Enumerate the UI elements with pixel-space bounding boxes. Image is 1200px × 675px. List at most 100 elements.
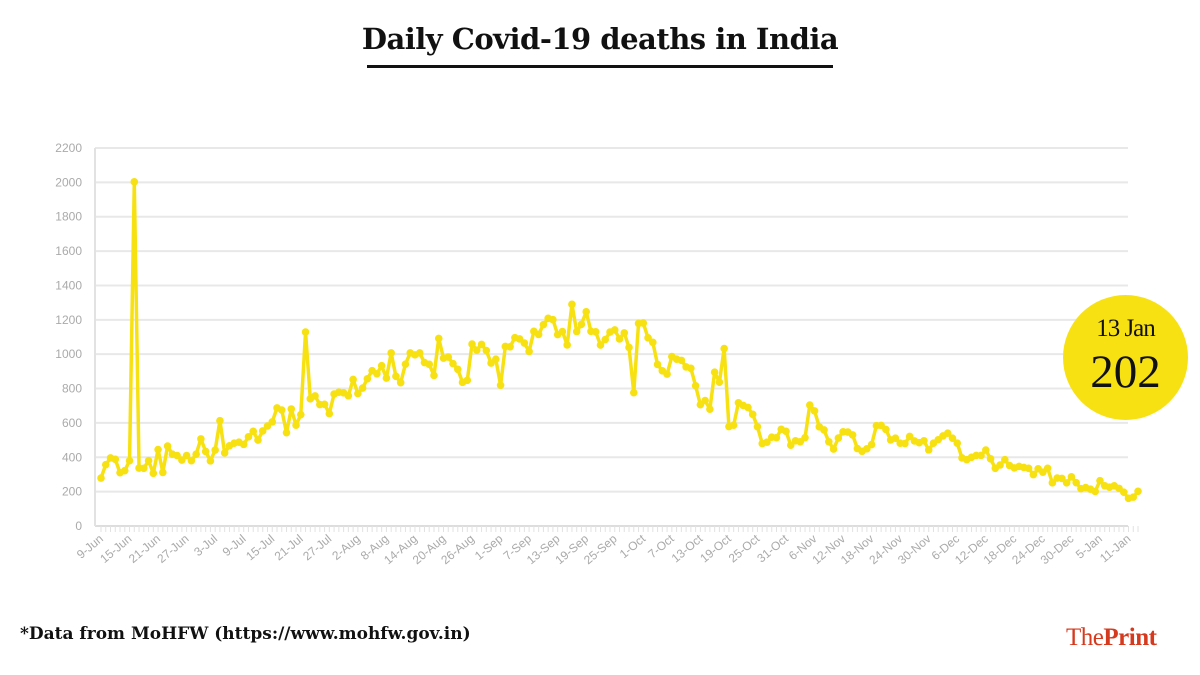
- y-tick-label: 200: [62, 485, 82, 499]
- data-point: [282, 428, 291, 437]
- data-point: [924, 446, 933, 454]
- data-point: [525, 347, 533, 356]
- data-point: [111, 455, 120, 464]
- x-tick-label: 15-Jun: [97, 532, 134, 566]
- y-tick-label: 1000: [55, 347, 82, 361]
- data-point: [582, 307, 591, 316]
- data-point: [206, 457, 215, 465]
- y-tick-label: 1200: [55, 313, 82, 327]
- data-point: [449, 359, 457, 368]
- data-point: [801, 433, 809, 442]
- x-tick-label: 27-Jun: [154, 532, 191, 566]
- data-point: [311, 392, 319, 400]
- data-point: [377, 361, 386, 370]
- data-point: [415, 349, 424, 357]
- data-point: [620, 329, 629, 337]
- data-point: [277, 406, 286, 414]
- data-point: [140, 464, 148, 473]
- data-point: [1024, 464, 1033, 473]
- data-point: [363, 374, 372, 383]
- x-tick-label: 21-Jul: [272, 532, 306, 564]
- data-point: [710, 368, 719, 377]
- data-point: [729, 421, 738, 429]
- data-point: [625, 343, 633, 352]
- data-point: [810, 407, 819, 415]
- x-tick-label: 1-Sep: [472, 531, 506, 563]
- data-point: [568, 300, 576, 309]
- data-point: [1048, 479, 1057, 487]
- x-tick-label: 21-Jun: [126, 532, 163, 566]
- logo-the: The: [1066, 624, 1104, 651]
- y-tick-label: 2200: [55, 141, 82, 155]
- data-point: [986, 455, 995, 463]
- data-point: [1072, 478, 1080, 487]
- data-point: [701, 396, 709, 405]
- data-point: [539, 320, 548, 329]
- data-point: [154, 445, 162, 454]
- data-point: [677, 356, 686, 365]
- logo-print: Print: [1103, 624, 1157, 651]
- data-point: [287, 405, 296, 413]
- data-point: [292, 421, 300, 429]
- data-point: [344, 391, 353, 400]
- chart-title: Daily Covid-19 deaths in India: [361, 22, 839, 56]
- data-point: [715, 378, 724, 386]
- x-tick-label: 26-Aug: [438, 532, 477, 568]
- data-point: [258, 427, 267, 435]
- data-point: [834, 434, 843, 442]
- data-point: [382, 374, 391, 382]
- data-point: [639, 319, 648, 327]
- data-point: [354, 389, 362, 398]
- data-point: [953, 439, 962, 447]
- x-tick-label: 31-Oct: [754, 531, 791, 565]
- data-point: [444, 353, 453, 361]
- data-point: [349, 375, 357, 384]
- data-point: [691, 381, 700, 390]
- data-point: [820, 426, 828, 434]
- data-point: [216, 416, 224, 425]
- y-tick-label: 1800: [55, 210, 82, 224]
- data-point: [434, 334, 443, 343]
- data-point: [786, 441, 795, 450]
- callout-value: 202: [1090, 346, 1161, 398]
- data-point: [687, 364, 695, 373]
- data-point: [396, 378, 405, 387]
- data-point: [1029, 470, 1038, 479]
- data-point: [453, 365, 462, 374]
- x-tick-label: 19-Oct: [697, 531, 734, 565]
- x-tick-label: 3-Jul: [191, 532, 220, 559]
- data-point: [748, 410, 757, 419]
- data-point: [401, 360, 410, 368]
- data-point: [197, 435, 205, 443]
- data-point: [825, 438, 833, 446]
- y-tick-label: 1600: [55, 244, 82, 258]
- data-point: [373, 369, 381, 378]
- x-tick-label: 25-Sep: [581, 531, 620, 567]
- x-tick-label: 11-Jan: [1097, 532, 1133, 566]
- data-point: [239, 440, 248, 449]
- data-point: [430, 371, 438, 380]
- y-tick-label: 600: [62, 416, 82, 430]
- x-tick-label: 15-Jul: [243, 532, 277, 564]
- x-tick-label: 25-Oct: [726, 531, 763, 565]
- data-point: [577, 320, 586, 329]
- data-point: [1058, 474, 1066, 483]
- data-point: [182, 451, 191, 460]
- y-tick-label: 0: [75, 519, 82, 533]
- data-point: [867, 440, 876, 449]
- data-point: [325, 409, 334, 418]
- latest-value-callout: 13 Jan 202: [1063, 295, 1188, 420]
- data-point: [996, 461, 1004, 469]
- data-point: [772, 433, 781, 442]
- data-point: [1129, 493, 1138, 501]
- data-point: [392, 372, 400, 381]
- data-point: [506, 342, 514, 351]
- data-point: [101, 460, 110, 469]
- y-tick-label: 400: [62, 450, 82, 464]
- data-point: [977, 451, 985, 460]
- data-point: [120, 466, 129, 475]
- data-point: [891, 434, 900, 443]
- data-point: [211, 446, 219, 454]
- data-point: [744, 403, 752, 412]
